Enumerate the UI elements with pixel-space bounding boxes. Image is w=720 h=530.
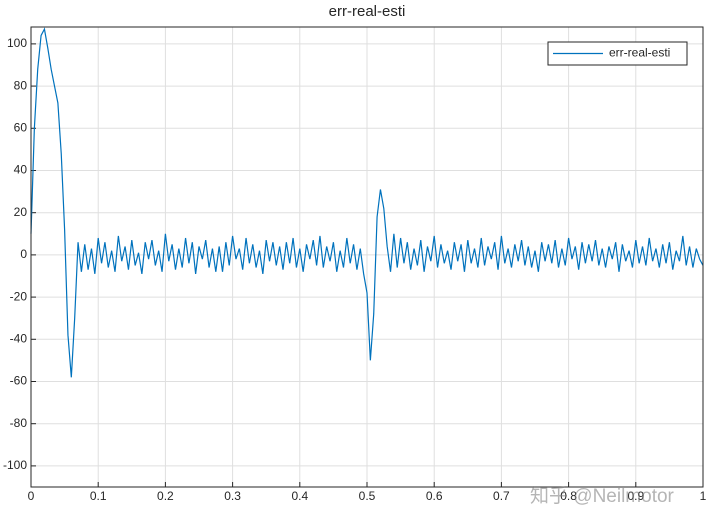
watermark: 知乎 @Neilmotor	[530, 485, 675, 507]
y-tick-label: 100	[7, 36, 27, 50]
y-tick-label: -60	[10, 374, 28, 388]
legend-label: err-real-esti	[609, 46, 670, 60]
x-tick-label: 0.9	[627, 489, 644, 503]
axes-box	[30, 26, 704, 488]
x-tick-label: 0.7	[493, 489, 510, 503]
x-tick-label: 0.8	[560, 489, 577, 503]
x-tick-label: 0.4	[291, 489, 308, 503]
y-tick-label: -80	[10, 416, 28, 430]
x-tick-label: 0.5	[359, 489, 376, 503]
data-line	[30, 27, 704, 378]
x-tick-label: 0.6	[426, 489, 443, 503]
y-tick-label: 0	[20, 247, 27, 261]
y-tick-label: -40	[10, 331, 28, 345]
y-tick-label: 60	[14, 120, 28, 134]
y-tick-label: 80	[14, 78, 28, 92]
y-tick-label: -100	[3, 458, 27, 472]
x-tick-label: 0	[28, 489, 35, 503]
y-tick-label: 40	[14, 163, 28, 177]
x-tick-label: 1	[700, 489, 707, 503]
chart-title: err-real-esti	[329, 3, 406, 20]
y-tick-label: 20	[14, 205, 28, 219]
legend-box	[547, 41, 688, 66]
x-tick-label: 0.1	[90, 489, 107, 503]
x-tick-label: 0.2	[157, 489, 174, 503]
x-tick-label: 0.3	[224, 489, 241, 503]
y-tick-label: -20	[10, 289, 28, 303]
